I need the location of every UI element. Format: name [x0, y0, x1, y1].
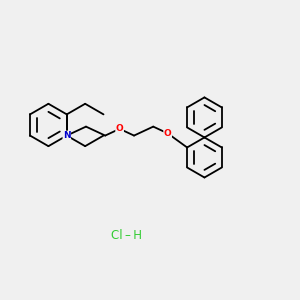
Text: O: O	[116, 124, 124, 134]
Text: O: O	[164, 129, 172, 138]
Text: N: N	[63, 131, 70, 140]
Text: Cl – H: Cl – H	[111, 229, 142, 242]
